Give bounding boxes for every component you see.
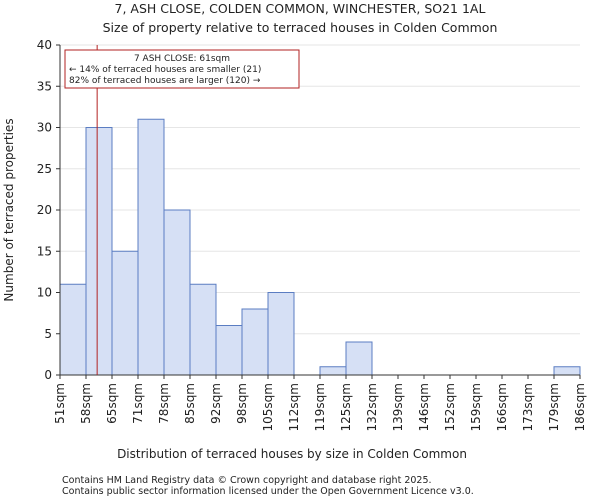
- bar: [111, 250, 139, 376]
- footer-line1: Contains HM Land Registry data © Crown c…: [62, 475, 432, 486]
- bar: [345, 341, 373, 376]
- x-tick-label: 58sqm: [79, 383, 93, 424]
- annotation-line3: 82% of terraced houses are larger (120) …: [69, 76, 261, 86]
- footer-line2: Contains public sector information licen…: [62, 486, 474, 497]
- x-tick-label: 125sqm: [339, 383, 353, 431]
- x-tick-label: 166sqm: [495, 383, 509, 431]
- x-tick-label: 179sqm: [547, 383, 561, 431]
- x-tick-label: 112sqm: [287, 383, 301, 431]
- x-tick-label: 186sqm: [573, 383, 587, 431]
- bar: [553, 366, 581, 376]
- x-axis-label: Distribution of terraced houses by size …: [117, 447, 467, 461]
- x-tick-labels: 51sqm 58sqm 65sqm 71sqm 78sqm 85sqm 92sqm 98sqm…: [53, 375, 587, 431]
- x-tick-label: 119sqm: [313, 383, 327, 431]
- y-tick-label: 20: [37, 203, 52, 217]
- x-tick-label: 146sqm: [417, 383, 431, 431]
- x-tick-label: 78sqm: [157, 383, 171, 424]
- x-tick-label: 105sqm: [261, 383, 275, 431]
- x-tick-label: 71sqm: [131, 383, 145, 424]
- bar: [189, 283, 217, 376]
- chart-title-line2: Size of property relative to terraced ho…: [103, 20, 498, 35]
- x-tick-label: 92sqm: [209, 383, 223, 424]
- bar: [319, 366, 347, 376]
- bar: [85, 127, 113, 376]
- chart-title-line1: 7, ASH CLOSE, COLDEN COMMON, WINCHESTER,…: [115, 1, 486, 16]
- bar: [215, 325, 243, 376]
- bars: [59, 118, 581, 376]
- x-tick-label: 159sqm: [469, 383, 483, 431]
- annotation-line1: 7 ASH CLOSE: 61sqm: [134, 54, 230, 64]
- y-tick-label: 25: [37, 162, 52, 176]
- x-tick-label: 173sqm: [521, 383, 535, 431]
- annotation-box: 7 ASH CLOSE: 61sqm ← 14% of terraced hou…: [64, 49, 300, 89]
- x-tick-label: 132sqm: [365, 383, 379, 431]
- x-tick-label: 152sqm: [443, 383, 457, 431]
- x-tick-label: 51sqm: [53, 383, 67, 424]
- y-tick-label: 10: [37, 286, 52, 300]
- bar: [241, 308, 269, 376]
- annotation-box-frame: [64, 49, 300, 89]
- y-axis-label: Number of terraced properties: [2, 118, 16, 301]
- y-tick-label: 35: [37, 79, 52, 93]
- y-tick-label: 30: [37, 121, 52, 135]
- y-tick-label: 15: [37, 244, 52, 258]
- x-tick-label: 65sqm: [105, 383, 119, 424]
- x-tick-label: 85sqm: [183, 383, 197, 424]
- bar: [267, 292, 295, 376]
- y-tick-label: 40: [37, 38, 52, 52]
- x-tick-label: 139sqm: [391, 383, 405, 431]
- y-tick-label: 5: [44, 327, 52, 341]
- bar: [137, 118, 165, 376]
- bar: [59, 283, 87, 376]
- bar: [163, 209, 191, 376]
- x-tick-label: 98sqm: [235, 383, 249, 424]
- y-tick-label: 0: [44, 368, 52, 382]
- y-tick-labels: 0 5 10 15 20 25 30 35 40: [37, 38, 60, 382]
- annotation-line2: ← 14% of terraced houses are smaller (21…: [69, 65, 261, 75]
